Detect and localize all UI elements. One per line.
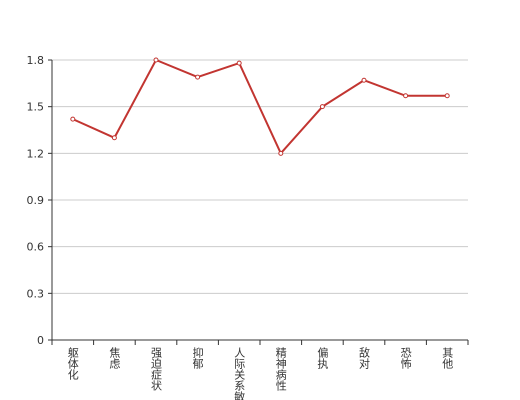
x-tick-label: 恐怖 (399, 347, 412, 369)
x-tick-label: 强迫症状 (150, 347, 163, 391)
point (361, 77, 367, 83)
line (72, 58, 448, 156)
point (236, 60, 242, 66)
x-tick-label: 抑郁 (191, 346, 204, 369)
y-tick-label: 0.3 (27, 287, 45, 300)
x-tick-label: 其他 (441, 347, 454, 369)
point (153, 57, 159, 63)
point (444, 93, 450, 99)
x-tick-label: 焦虑 (108, 347, 121, 369)
point (403, 93, 409, 99)
y-tick-label: 1.5 (27, 101, 45, 114)
x-tick-label: 躯体化 (66, 347, 79, 381)
y-tick-label: 0.9 (27, 194, 45, 207)
y-tick-label: 0 (37, 334, 44, 347)
x-tick-label: 偏执 (316, 346, 329, 370)
y-tick-label: 1.2 (27, 147, 45, 160)
point (195, 74, 201, 80)
x-tick-label: 敌对 (358, 346, 371, 369)
point (319, 104, 325, 110)
point (278, 150, 284, 156)
point (111, 135, 117, 141)
x-tick-label: 精神病性 (274, 347, 287, 392)
y-tick-label: 0.6 (27, 241, 45, 254)
point (70, 116, 76, 122)
x-tick-label: 人际关系敏感 (233, 347, 246, 400)
y-tick-label: 1.8 (27, 54, 45, 67)
